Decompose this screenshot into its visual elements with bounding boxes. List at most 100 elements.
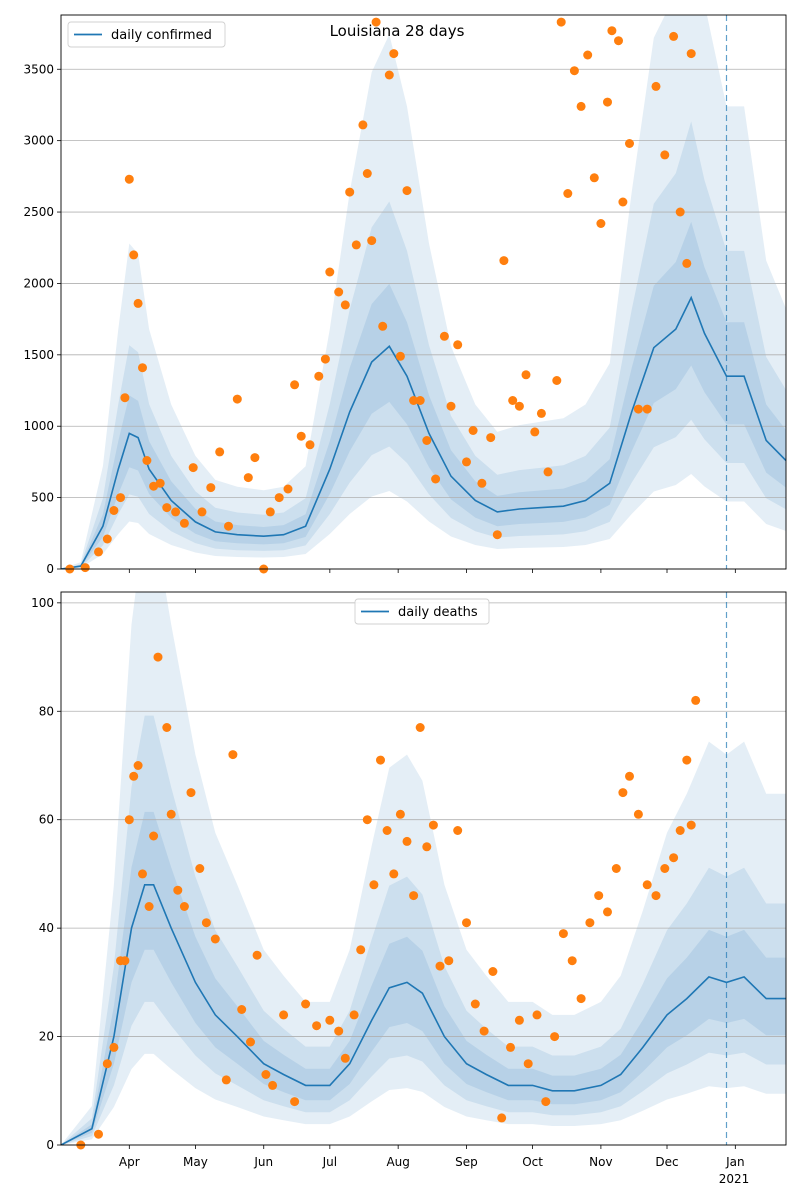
legend-label: daily deaths: [398, 605, 478, 620]
legend: daily confirmed: [67, 21, 226, 48]
observed-point: [173, 885, 183, 895]
observed-point: [439, 331, 449, 341]
observed-point: [382, 826, 392, 835]
observed-point: [243, 473, 253, 483]
observed-point: [402, 186, 412, 196]
observed-point: [345, 187, 355, 197]
observed-point: [541, 1097, 551, 1107]
observed-point: [682, 755, 692, 765]
observed-point: [446, 401, 456, 411]
observed-point: [252, 950, 262, 960]
observed-point: [206, 483, 216, 493]
observed-point: [116, 493, 125, 503]
observed-point: [603, 97, 612, 107]
observed-point: [325, 267, 335, 277]
observed-point: [210, 934, 220, 944]
legend-box: [354, 598, 490, 625]
observed-point: [409, 891, 419, 901]
x-tick-label: Jun: [253, 1155, 273, 1169]
observed-point: [362, 169, 372, 178]
observed-point: [552, 376, 562, 385]
observed-point: [675, 207, 685, 217]
observed-point: [142, 456, 152, 465]
y-tick-label: 1000: [23, 419, 54, 433]
observed-point: [625, 139, 634, 148]
observed-point: [138, 363, 147, 373]
y-tick-label: 40: [39, 921, 54, 935]
observed-point: [431, 474, 441, 484]
observed-point: [155, 478, 165, 488]
observed-point: [301, 999, 311, 1009]
observed-point: [583, 50, 593, 60]
observed-point: [422, 436, 432, 445]
observed-point: [250, 453, 260, 463]
observed-point: [349, 1010, 359, 1020]
observed-point: [550, 1032, 560, 1042]
observed-point: [618, 197, 628, 207]
y-tick-label: 60: [39, 813, 54, 827]
observed-point: [221, 1075, 231, 1085]
uncertainty-band-2: [61, 121, 786, 569]
observed-point: [660, 864, 670, 873]
observed-point: [479, 1026, 489, 1036]
observed-point: [334, 1026, 344, 1036]
observed-point: [201, 918, 211, 928]
observed-point: [133, 298, 143, 308]
x-tick-label: May: [183, 1155, 208, 1169]
observed-point: [633, 404, 643, 414]
figure-title: Louisiana 28 days: [330, 22, 465, 40]
observed-point: [691, 695, 701, 705]
observed-point: [444, 956, 454, 966]
observed-point: [305, 440, 315, 450]
observed-point: [351, 240, 361, 250]
observed-point: [395, 351, 405, 361]
observed-point: [523, 1059, 533, 1069]
observed-point: [144, 902, 154, 911]
observed-point: [556, 17, 566, 27]
observed-point: [589, 173, 599, 183]
observed-point: [358, 120, 368, 130]
legend-box: [67, 21, 226, 48]
y-tick-label: 2000: [23, 276, 54, 290]
observed-point: [162, 723, 172, 732]
observed-point: [274, 493, 284, 503]
observed-point: [129, 771, 139, 781]
observed-point: [268, 1080, 278, 1090]
observed-point: [290, 1097, 300, 1107]
observed-point: [477, 478, 487, 488]
observed-point: [576, 101, 586, 111]
y-tick-label: 0: [46, 562, 54, 576]
y-tick-label: 2500: [23, 205, 54, 219]
observed-point: [153, 652, 163, 662]
uncertainty-band-1: [61, 15, 786, 569]
uncertainty-band-3: [61, 811, 786, 1145]
observed-point: [389, 869, 399, 879]
observed-point: [415, 723, 425, 732]
observed-point: [415, 396, 425, 405]
panel-deaths: 0 20 40 60 80 100 Apr May Jun Jul Aug Sep Oct Nov Dec J…: [31, 591, 787, 1169]
observed-point: [651, 81, 661, 91]
observed-point: [603, 907, 612, 917]
observed-point: [124, 174, 134, 184]
panel-confirmed: 0 500 1000 1500 2000 2500 3000 3500 daily confir…: [23, 14, 787, 576]
observed-point: [80, 563, 90, 573]
x-tick-label: Nov: [589, 1155, 612, 1169]
observed-point: [488, 967, 498, 976]
legend-label: daily confirmed: [111, 28, 212, 43]
observed-point: [120, 393, 130, 403]
observed-point: [389, 49, 399, 59]
observed-point: [290, 380, 300, 390]
observed-point: [94, 547, 103, 557]
observed-point: [378, 321, 388, 331]
observed-point: [186, 788, 196, 798]
observed-point: [558, 929, 568, 939]
x-tick-label: Jul: [322, 1155, 337, 1169]
observed-point: [283, 484, 293, 494]
observed-point: [642, 880, 652, 890]
observed-point: [179, 518, 189, 528]
observed-point: [340, 300, 350, 310]
observed-point: [569, 66, 579, 76]
observed-point: [237, 1005, 247, 1014]
observed-point: [596, 219, 606, 228]
